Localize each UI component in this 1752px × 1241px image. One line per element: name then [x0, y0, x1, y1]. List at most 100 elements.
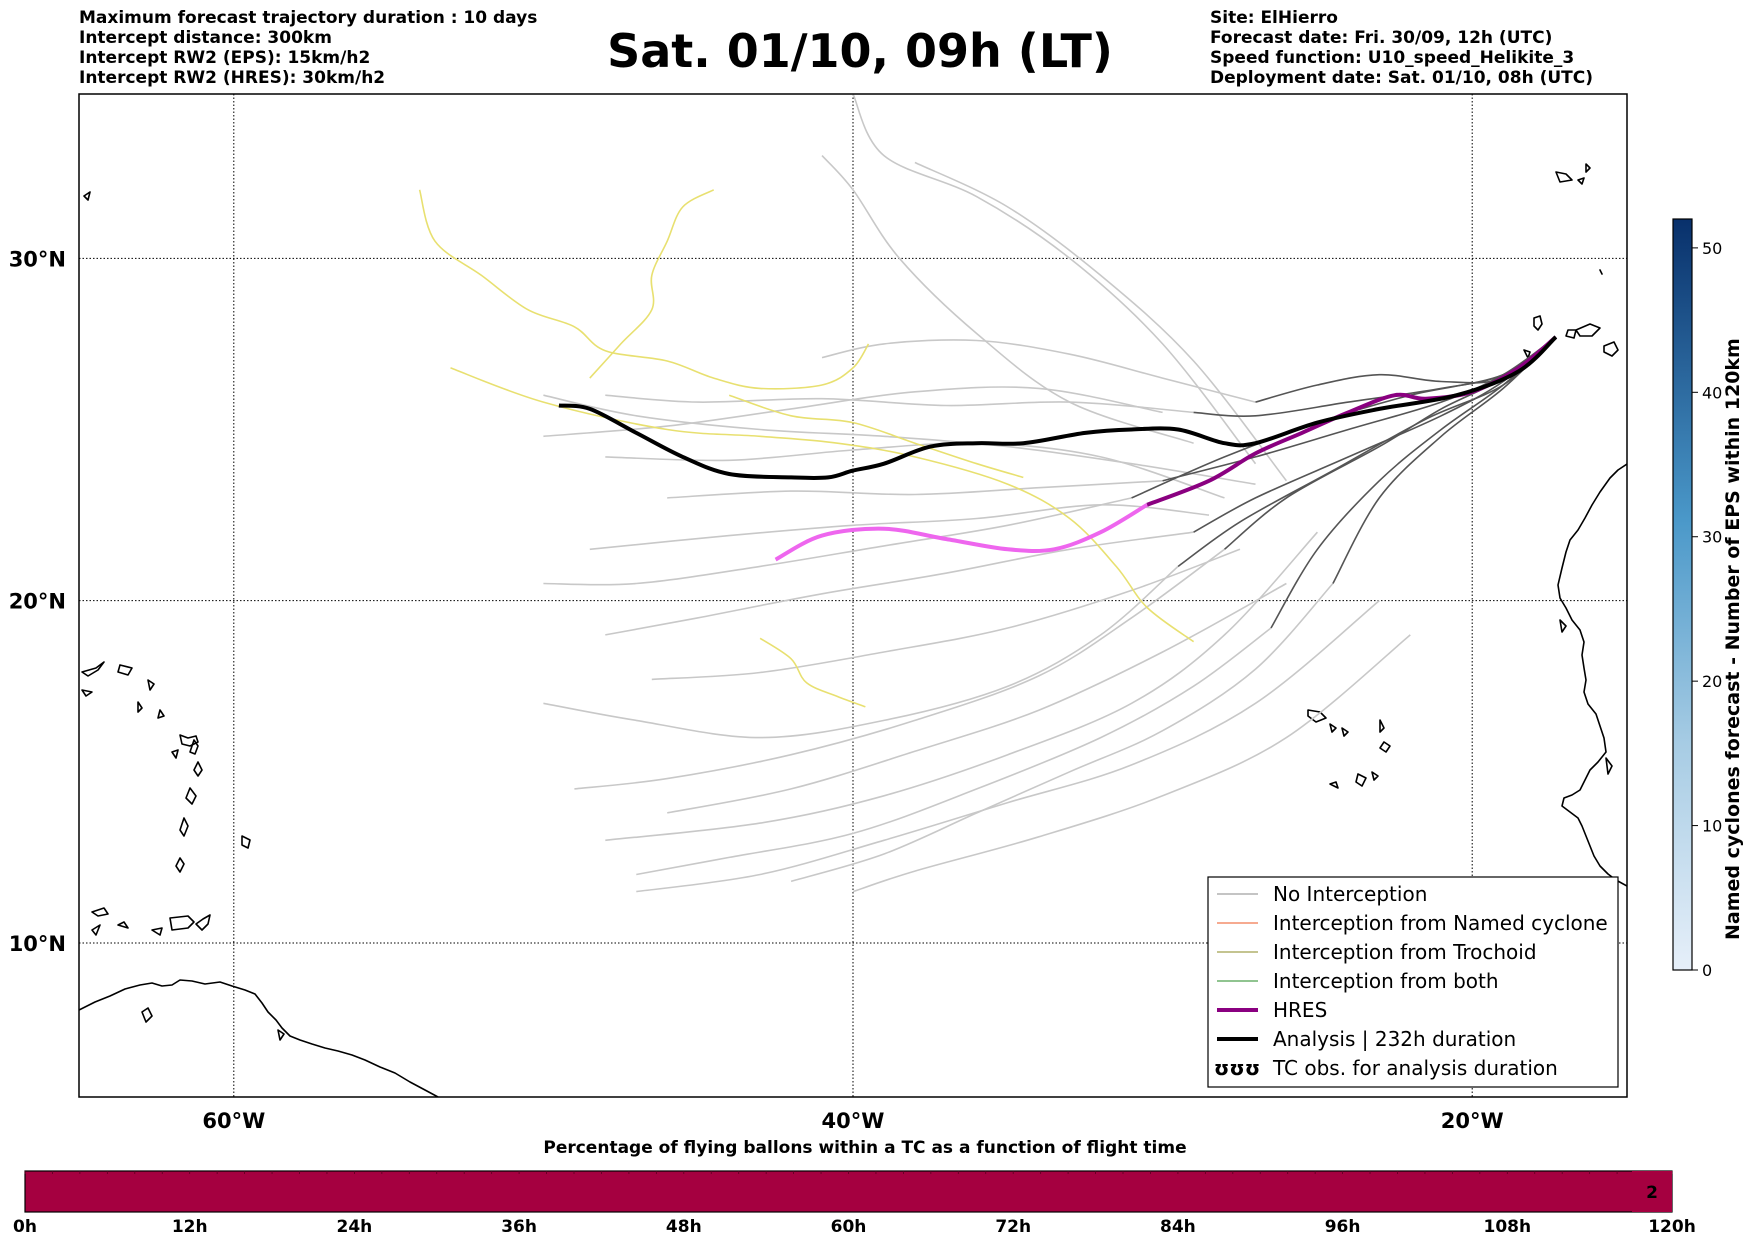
bar-tick-label: 60h [831, 1217, 867, 1237]
coast-canary-1 [1533, 315, 1543, 331]
analysis-track [558, 335, 1558, 481]
bar-tick-label: 36h [501, 1217, 537, 1237]
hres-extended-track [774, 503, 1149, 562]
longitude-label: 40°W [822, 1109, 885, 1133]
coast-cape-verde-1 [1307, 709, 1327, 723]
coast-cape-verde-3 [1379, 719, 1391, 753]
colorbar-tick-label: 0 [1702, 961, 1712, 980]
info-line: Intercept distance: 300km [79, 28, 332, 48]
no-interception-track [1332, 336, 1557, 584]
coast-madeira [1555, 163, 1591, 185]
coast-margarita [151, 927, 163, 936]
coast-lesser-antilles-5 [175, 857, 185, 873]
eps-track [821, 155, 1194, 444]
header-info-right: Site: ElHierro Forecast date: Fri. 30/09… [1210, 8, 1593, 88]
eps-track [651, 548, 1241, 681]
coast-canary-3 [1603, 341, 1619, 357]
eps-track [667, 582, 1287, 814]
tc-obs-tracks [418, 189, 1195, 708]
coast-africa [1557, 463, 1627, 887]
map-title: Sat. 01/10, 09h (LT) [607, 24, 1113, 78]
colorbar-gradient [1672, 218, 1693, 971]
eps-track [790, 582, 1334, 883]
bar-tick-label: 12h [172, 1217, 208, 1237]
coast-islands-a [117, 664, 165, 719]
bar-tick-label: 96h [1325, 1217, 1361, 1237]
info-line: Deployment date: Sat. 01/10, 08h (UTC) [1210, 68, 1594, 88]
eps-track [605, 531, 1318, 842]
colorbar-tick-label: 10 [1702, 817, 1722, 836]
tc-obs-track [759, 637, 866, 708]
no-interception-track [1177, 336, 1557, 568]
eps-track [543, 565, 1179, 739]
tc-obs-track [418, 189, 870, 390]
longitude-label: 60°W [202, 1109, 265, 1133]
colorbar-tick-label: 50 [1702, 239, 1722, 258]
info-line: Site: ElHierro [1210, 8, 1338, 28]
legend-label: Interception from both [1273, 969, 1499, 993]
bar-tick-label: 0h [13, 1217, 37, 1237]
no-interception-track [1193, 336, 1557, 533]
coast-africa-b [1559, 619, 1613, 775]
coast-lesser-antilles-4 [179, 817, 189, 837]
eps-track [574, 548, 1225, 790]
eps-track [852, 634, 1411, 893]
coast-trinidad-tobago [169, 915, 195, 931]
coast-cape-verde-2 [1329, 723, 1349, 737]
map-plot-area [79, 94, 1627, 1097]
bar-tick-label: 108h [1484, 1217, 1532, 1237]
bar-tick-label: 84h [1160, 1217, 1196, 1237]
legend-label: Interception from Named cyclone [1273, 911, 1608, 935]
latitude-label: 20°N [9, 590, 66, 614]
info-line: Speed function: U10_speed_Helikite_3 [1210, 48, 1575, 68]
eps-track [852, 94, 1257, 465]
last-cell-value: 2 [1646, 1183, 1658, 1203]
legend-label: No Interception [1273, 882, 1427, 906]
legend-label: Analysis | 232h duration [1273, 1027, 1516, 1051]
eps-track [605, 531, 1194, 636]
colorbar-tick-label: 30 [1702, 528, 1722, 547]
map-frame [78, 93, 1628, 1098]
percentage-bar-fill [24, 1170, 1673, 1213]
info-line: Maximum forecast trajectory duration : 1… [79, 8, 538, 28]
coast-venezuela-bits [141, 1007, 285, 1041]
coast-islands-c [241, 835, 251, 849]
eps-track [605, 394, 1194, 414]
legend: No Interception Interception from Named c… [1207, 876, 1619, 1088]
eps-track [914, 161, 1288, 482]
latitude-label: 10°N [9, 932, 66, 956]
info-line: Intercept RW2 (HRES): 30km/h2 [79, 68, 386, 88]
bar-tick-label: 72h [995, 1217, 1031, 1237]
percentage-bar-title: Percentage of flying ballons within a TC… [543, 1138, 1187, 1158]
hres-tracks [774, 335, 1558, 562]
info-line: Intercept RW2 (EPS): 15km/h2 [79, 48, 371, 68]
legend-label: HRES [1273, 998, 1327, 1022]
eps-track [636, 627, 1272, 876]
coast-lesser-antilles-2 [193, 761, 203, 777]
coast-canary-2 [1565, 323, 1601, 339]
graticule [79, 94, 1627, 1097]
eps-track [543, 386, 1163, 438]
legend-box [1207, 876, 1619, 1088]
coast-bits-d [83, 191, 179, 759]
percentage-bar: 0h 12h 24h 36h 48h 60h 72h 84h 96h 108h 120h 2 [13, 1170, 1696, 1237]
last-cell [1632, 1171, 1672, 1212]
tc-obs-track [589, 189, 715, 379]
legend-marker: ʊʊʊ [1214, 1056, 1260, 1080]
coastlines [79, 163, 1627, 1097]
colorbar: 0 10 20 30 40 50 [1672, 218, 1722, 980]
coast-trinidad [195, 914, 211, 931]
colorbar-tick-label: 40 [1702, 383, 1722, 402]
latitude-label: 30°N [9, 247, 66, 271]
no-interception-tracks [1131, 336, 1557, 629]
colorbar-tick-label: 20 [1702, 672, 1722, 691]
eps-track [821, 339, 1256, 403]
coast-lesser-antilles-1 [189, 739, 199, 755]
eps-track [636, 599, 1380, 893]
coast-abc [91, 907, 129, 936]
legend-label: TC obs. for analysis duration [1272, 1056, 1558, 1080]
eps-track [667, 480, 1163, 499]
eps-tracks [543, 94, 1411, 893]
colorbar-title: Named cyclones forecast - Number of EPS … [1722, 338, 1744, 940]
